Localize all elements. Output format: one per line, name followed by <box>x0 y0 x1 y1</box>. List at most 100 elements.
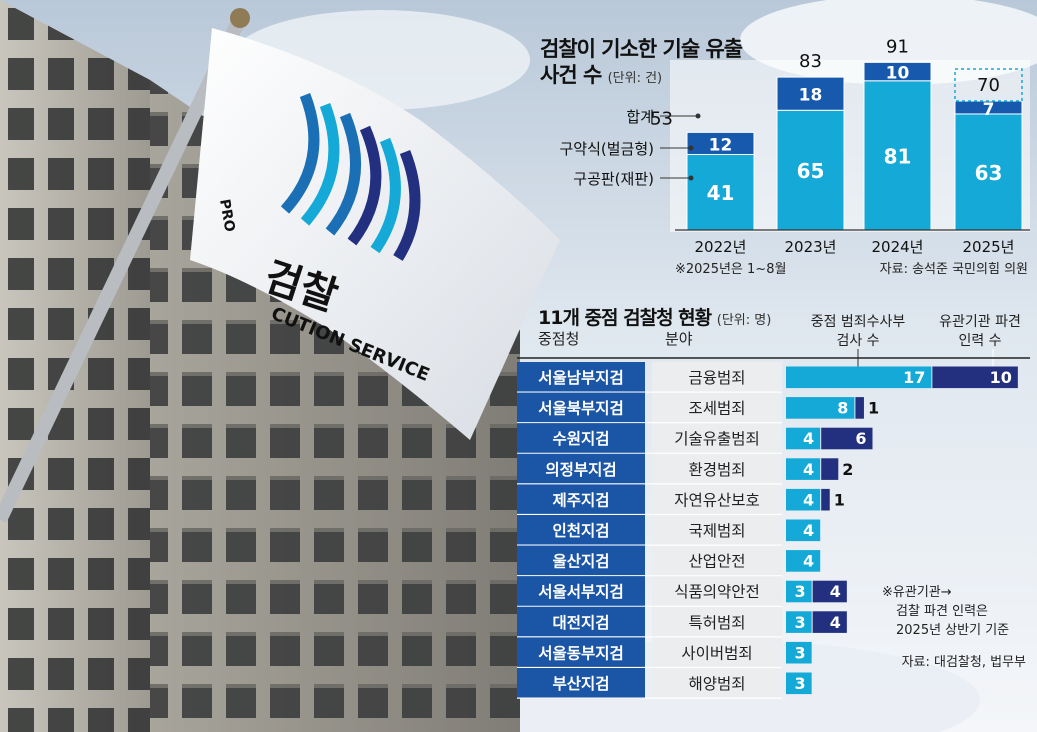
bar-lower-label-2025년: 63 <box>975 161 1003 185</box>
total-label-2023년: 83 <box>799 51 822 72</box>
series-header-1-line2: 인력 수 <box>958 333 1001 349</box>
chart1-title: 검찰이 기소한 기술 유출 사건 수 <box>540 37 743 87</box>
bar-dispatched-label: 4 <box>830 582 841 601</box>
bar-dispatched-서울서부지검 <box>812 580 847 603</box>
chart2-title: 11개 중점 검찰청 현황 <box>538 307 712 329</box>
bar-dispatched-label: 1 <box>834 490 845 509</box>
office-label: 제주지검 <box>552 490 609 509</box>
office-label: 대전지검 <box>552 613 609 632</box>
bar-prosecutors-label: 8 <box>837 399 848 418</box>
bar-upper-label-2022년: 12 <box>709 135 733 155</box>
field-label: 환경범죄 <box>688 461 745 479</box>
bar-dispatched-대전지검 <box>812 611 847 633</box>
legend-dot-0 <box>695 113 701 119</box>
bar-dispatched-label: 6 <box>855 429 866 448</box>
field-label: 국제범죄 <box>688 522 745 540</box>
bar-prosecutors-label: 4 <box>803 429 814 448</box>
bar-prosecutors-label: 4 <box>803 490 814 509</box>
bar-prosecutors-label: 4 <box>803 521 814 540</box>
bar-dispatched-서울남부지검 <box>932 366 1018 389</box>
x-tick-2022년: 2022년 <box>695 238 747 256</box>
series-header-0-line2: 검사 수 <box>836 333 879 349</box>
bar-upper-label-2025년: 7 <box>983 100 995 120</box>
bar-prosecutors-울산지검 <box>786 550 821 572</box>
office-cell-수원지검 <box>517 423 645 453</box>
bar-prosecutors-제주지검 <box>786 488 821 511</box>
chart2-note-line-1: 검찰 파견 인력은 <box>896 604 988 619</box>
chart2-unit: (단위: 명) <box>716 313 772 328</box>
bar-upper-label-2024년: 10 <box>886 64 910 84</box>
bar-prosecutors-서울남부지검 <box>786 366 932 389</box>
bar-prosecutors-label: 3 <box>795 582 806 601</box>
bar-upper-2024년 <box>863 61 932 82</box>
legend-dot-1 <box>688 145 694 151</box>
total-box-2025년 <box>954 68 1023 102</box>
office-label: 서울남부지검 <box>538 368 624 387</box>
field-label: 특허범죄 <box>688 614 745 632</box>
bar-prosecutors-수원지검 <box>786 427 821 450</box>
bar-dispatched-서울북부지검 <box>855 397 864 419</box>
bar-prosecutors-label: 3 <box>795 674 806 693</box>
series-header-0-line1: 중점 범죄수사부 <box>811 314 906 330</box>
office-label: 서울서부지검 <box>538 582 624 601</box>
office-cell-대전지검 <box>517 606 645 637</box>
office-cell-서울서부지검 <box>517 576 645 606</box>
bar-lower-2022년 <box>686 153 755 231</box>
bar-prosecutors-label: 4 <box>803 460 814 479</box>
bar-dispatched-제주지검 <box>821 488 830 511</box>
col-header-office: 중점청 <box>538 330 579 348</box>
office-label: 부산지검 <box>552 674 609 693</box>
bar-lower-2024년 <box>863 80 932 231</box>
field-label: 기술유출범죄 <box>674 430 760 448</box>
office-label: 서울북부지검 <box>538 399 624 418</box>
flag-logo <box>280 93 421 261</box>
bar-upper-2023년 <box>776 76 845 111</box>
field-label: 사이버범죄 <box>681 644 752 662</box>
chart2-source: 자료: 대검찰청, 법무부 <box>902 655 1026 670</box>
bar-lower-label-2023년: 65 <box>797 159 825 183</box>
field-label: 산업안전 <box>688 553 745 571</box>
office-label: 서울동부지검 <box>538 643 624 662</box>
office-cell-울산지검 <box>517 545 645 576</box>
bar-prosecutors-부산지검 <box>786 672 812 695</box>
chart1-source: 자료: 송석준 국민의힘 의원 <box>880 262 1028 277</box>
bar-dispatched-label: 4 <box>830 613 841 632</box>
x-tick-2023년: 2023년 <box>785 238 837 256</box>
chart1-note: ※2025년은 1~8월 <box>675 262 786 277</box>
total-label-2022년: 53 <box>650 108 673 129</box>
bar-prosecutors-서울서부지검 <box>786 580 812 603</box>
flag-side-text: PRO <box>216 198 237 233</box>
office-cell-의정부지검 <box>517 453 645 484</box>
office-cell-서울북부지검 <box>517 392 645 423</box>
bar-prosecutors-label: 17 <box>903 368 925 387</box>
legend-dot-2 <box>688 175 694 181</box>
bar-prosecutors-인천지검 <box>786 519 821 542</box>
office-cell-제주지검 <box>517 484 645 514</box>
chart2-title-block: 11개 중점 검찰청 현황 (단위: 명) <box>538 303 771 330</box>
chart1-unit: (단위: 건) <box>607 71 663 86</box>
field-label: 식품의약안전 <box>674 583 760 601</box>
bar-dispatched-수원지검 <box>821 427 873 450</box>
x-tick-2024년: 2024년 <box>872 238 924 256</box>
total-label-2025년: 70 <box>977 75 1000 96</box>
field-label: 조세범죄 <box>688 400 745 418</box>
bar-lower-2023년 <box>776 109 845 231</box>
bar-lower-label-2022년: 41 <box>707 181 735 205</box>
bar-dispatched-label: 10 <box>990 368 1012 387</box>
office-label: 인천지검 <box>552 521 609 540</box>
chart2-note-line-2: 2025년 상반기 기준 <box>896 623 1009 638</box>
office-cell-부산지검 <box>517 668 645 698</box>
office-label: 의정부지검 <box>545 460 616 479</box>
bar-prosecutors-서울동부지검 <box>786 641 812 664</box>
bar-dispatched-의정부지검 <box>821 458 839 480</box>
chart1-title-block: 검찰이 기소한 기술 유출 사건 수 (단위: 건) <box>540 36 743 92</box>
bar-upper-2022년 <box>686 131 755 155</box>
total-label-2024년: 91 <box>886 36 909 57</box>
legend-label-2: 구공판(재판) <box>573 170 654 188</box>
bar-prosecutors-label: 3 <box>795 613 806 632</box>
flag <box>190 28 560 440</box>
office-label: 수원지검 <box>552 429 609 448</box>
office-cell-인천지검 <box>517 515 645 545</box>
